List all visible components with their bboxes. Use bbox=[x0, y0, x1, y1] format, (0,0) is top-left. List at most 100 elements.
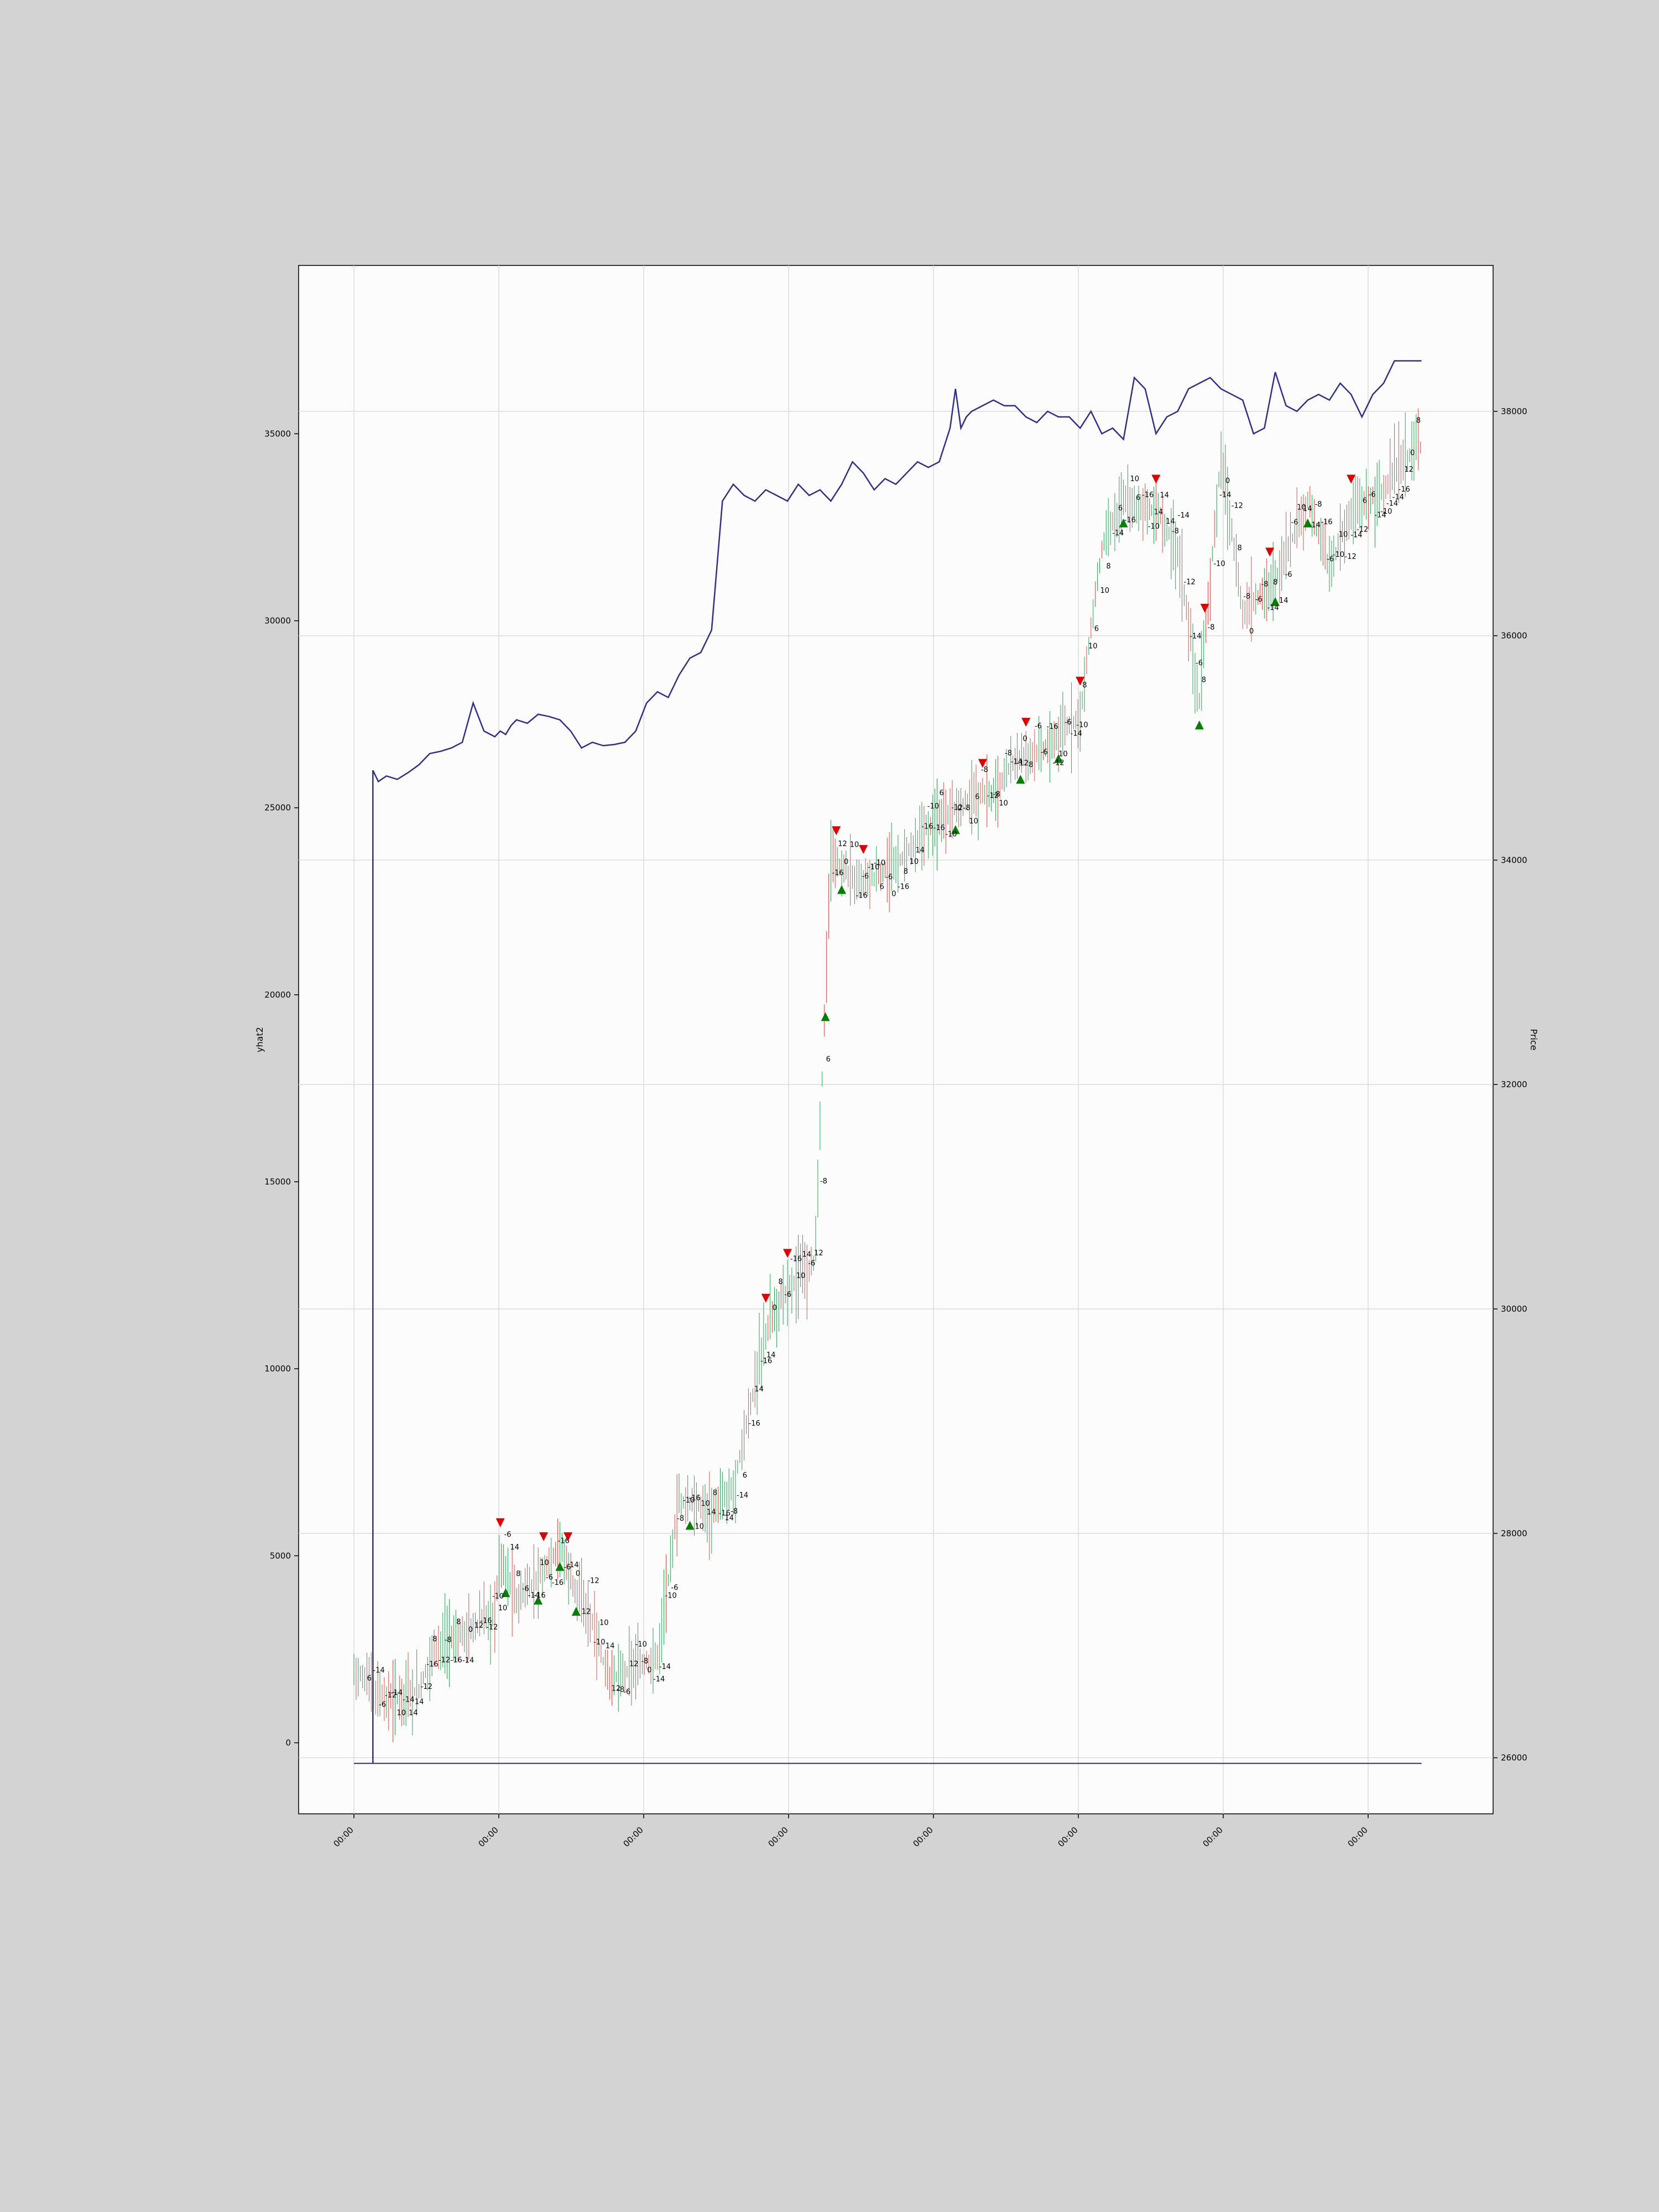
buy-marker bbox=[837, 885, 846, 894]
annotation-label: -16 bbox=[451, 1656, 462, 1665]
forecast-line-layer bbox=[354, 360, 1422, 1764]
annotation-label: -8 bbox=[981, 766, 988, 774]
annotation-label: -10 bbox=[665, 1592, 677, 1600]
annotation-label: -16 bbox=[534, 1592, 545, 1600]
annotation-label: 14 bbox=[1303, 505, 1312, 513]
sell-marker bbox=[978, 759, 987, 768]
x-tick-label: 00:00 bbox=[1346, 1825, 1370, 1849]
annotation-label: -14 bbox=[1309, 521, 1321, 530]
left-tick-label: 0 bbox=[285, 1738, 291, 1747]
right-tick-label: 26000 bbox=[1501, 1753, 1527, 1763]
annotation-label: -10 bbox=[1333, 551, 1344, 559]
annotation-label: -16 bbox=[426, 1660, 438, 1668]
annotation-label: -10 bbox=[593, 1638, 605, 1646]
sell-marker bbox=[1021, 718, 1031, 727]
annotation-label: -14 bbox=[373, 1666, 384, 1674]
annotation-label: -10 bbox=[683, 1496, 695, 1505]
annotation-label: 14 bbox=[802, 1251, 812, 1259]
annotation-label: 0 bbox=[891, 890, 896, 899]
sell-marker bbox=[539, 1532, 548, 1541]
annotation-label: 6 bbox=[743, 1472, 747, 1480]
annotation-label: -6 bbox=[522, 1585, 529, 1593]
annotation-label: 12 bbox=[582, 1608, 591, 1616]
annotation-label: -8 bbox=[617, 1686, 624, 1694]
annotation-label: 14 bbox=[707, 1508, 716, 1516]
annotation-label: 0 bbox=[468, 1626, 473, 1634]
annotation-label: 14 bbox=[1154, 508, 1164, 517]
annotation-label: -8 bbox=[1243, 593, 1250, 601]
annotation-label: -16 bbox=[480, 1617, 492, 1625]
annotation-label: 0 bbox=[576, 1569, 580, 1578]
annotation-label: -12 bbox=[1357, 525, 1368, 534]
buy-marker bbox=[821, 1012, 830, 1021]
sell-marker bbox=[495, 1518, 505, 1527]
buy-marker bbox=[1054, 754, 1063, 763]
annotation-label: -14 bbox=[1386, 499, 1398, 508]
annotation-label: -12 bbox=[1052, 759, 1064, 767]
annotation-label: -6 bbox=[808, 1259, 815, 1267]
annotation-label: 0 bbox=[647, 1666, 651, 1674]
annotation-label: -6 bbox=[564, 1563, 571, 1572]
annotation-label: 14 bbox=[409, 1709, 418, 1717]
left-tick-label: 25000 bbox=[264, 803, 291, 813]
left-tick-label: 20000 bbox=[264, 990, 291, 1000]
annotation-label: 10 bbox=[599, 1619, 609, 1627]
annotation-label: -12 bbox=[1345, 552, 1357, 561]
sell-marker bbox=[1076, 676, 1085, 686]
annotation-label: -6 bbox=[885, 873, 893, 881]
annotation-label: -14 bbox=[653, 1675, 665, 1683]
annotation-label: 12 bbox=[612, 1685, 621, 1693]
annotation-label: -12 bbox=[486, 1623, 498, 1631]
annotation-label: 10 bbox=[1100, 587, 1110, 595]
buy-marker bbox=[951, 825, 960, 834]
candles bbox=[353, 408, 1421, 1743]
annotation-label: 14 bbox=[766, 1351, 776, 1359]
annotation-label: -6 bbox=[623, 1688, 630, 1697]
right-tick-label: 28000 bbox=[1501, 1528, 1527, 1538]
sell-marker bbox=[1265, 547, 1275, 557]
annotation-label: 12 bbox=[838, 840, 847, 848]
annotation-label: -6 bbox=[862, 873, 869, 881]
annotation-label: -6 bbox=[1285, 571, 1292, 579]
annotation-label: 6 bbox=[367, 1674, 372, 1683]
buy-marker bbox=[534, 1595, 543, 1605]
annotation-label: -16 bbox=[552, 1579, 564, 1587]
annotation-label: 10 bbox=[1297, 504, 1306, 512]
annotation-label: -16 bbox=[1142, 491, 1154, 499]
annotation-label: 8 bbox=[778, 1278, 782, 1286]
annotation-label: 8 bbox=[904, 868, 908, 876]
x-tick-label: 00:00 bbox=[911, 1825, 935, 1849]
annotation-label: 10 bbox=[701, 1500, 710, 1508]
left-tick-label: 35000 bbox=[264, 429, 291, 439]
annotation-label: 6 bbox=[1118, 504, 1123, 513]
annotation-label: -12 bbox=[385, 1692, 397, 1700]
figure-area bbox=[298, 265, 1494, 1814]
annotation-label: -12 bbox=[421, 1683, 432, 1691]
annotation-label: -14 bbox=[403, 1695, 414, 1704]
annotation-label: -10 bbox=[635, 1641, 647, 1649]
annotation-label: -12 bbox=[951, 804, 963, 812]
annotation-label: -16 bbox=[749, 1420, 760, 1428]
annotation-label: -6 bbox=[1327, 555, 1334, 564]
annotation-label: 0 bbox=[1225, 477, 1230, 486]
annotation-label: 10 bbox=[1088, 643, 1098, 651]
buy-marker bbox=[1119, 518, 1128, 528]
annotation-label: -12 bbox=[1232, 502, 1243, 510]
right-axis-title: Price bbox=[1528, 1029, 1539, 1050]
annotation-label: 8 bbox=[516, 1570, 520, 1578]
annotation-label: -10 bbox=[1148, 523, 1160, 531]
annotation-label: -12 bbox=[987, 792, 999, 800]
annotation-label: -16 bbox=[856, 891, 868, 900]
x-tick-label: 00:00 bbox=[477, 1825, 500, 1849]
annotation-label: -8 bbox=[1315, 500, 1322, 509]
annotation-label: -8 bbox=[1005, 749, 1012, 758]
annotation-label: -10 bbox=[927, 802, 939, 811]
annotation-label: 10 bbox=[397, 1709, 406, 1717]
annotation-label: 14 bbox=[510, 1543, 519, 1552]
annotation-label: -6 bbox=[1291, 518, 1298, 526]
annotation-label: 10 bbox=[999, 799, 1008, 807]
annotation-label: -14 bbox=[528, 1592, 540, 1600]
annotation-label: -14 bbox=[1374, 512, 1386, 520]
annotation-label: -8 bbox=[641, 1657, 648, 1666]
x-tick-label: 00:00 bbox=[622, 1825, 645, 1849]
